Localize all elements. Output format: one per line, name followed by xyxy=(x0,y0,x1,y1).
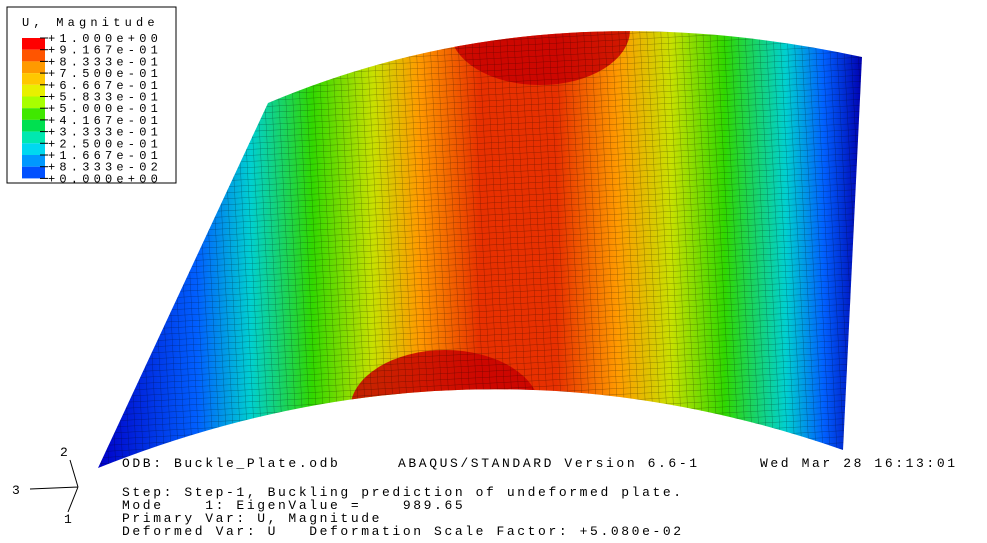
legend-swatch xyxy=(22,97,45,109)
viewport: ODB: Buckle_Plate.odb ABAQUS/STANDARD Ve… xyxy=(0,0,987,543)
deformed-var: Deformed Var: U Deformation Scale Factor… xyxy=(122,524,684,539)
legend-title: U, Magnitude xyxy=(22,16,159,30)
legend-swatch xyxy=(22,167,45,179)
odb-name: ODB: Buckle_Plate.odb xyxy=(122,456,340,471)
legend-swatch xyxy=(22,38,45,50)
triad-label: 1 xyxy=(64,512,72,527)
legend-swatch xyxy=(22,50,45,62)
legend: U, Magnitude +1.000e+00+9.167e-01+8.333e… xyxy=(7,7,176,186)
triad-axes xyxy=(30,460,78,512)
info-text: ODB: Buckle_Plate.odb ABAQUS/STANDARD Ve… xyxy=(122,456,958,539)
triad-label: 3 xyxy=(12,483,20,498)
legend-swatch xyxy=(22,132,45,144)
page: ODB: Buckle_Plate.odb ABAQUS/STANDARD Ve… xyxy=(0,0,987,543)
legend-label: +0.000e+00 xyxy=(48,172,162,186)
date: Wed Mar 28 16:13:01 xyxy=(760,456,958,471)
legend-swatch xyxy=(22,120,45,132)
legend-swatch xyxy=(22,143,45,155)
legend-swatch xyxy=(22,73,45,85)
legend-swatch xyxy=(22,155,45,167)
triad xyxy=(30,460,78,512)
triad-label: 2 xyxy=(60,445,68,460)
legend-swatch xyxy=(22,108,45,120)
legend-swatch xyxy=(22,85,45,97)
version: ABAQUS/STANDARD Version 6.6-1 xyxy=(398,456,700,471)
legend-swatch xyxy=(22,61,45,73)
